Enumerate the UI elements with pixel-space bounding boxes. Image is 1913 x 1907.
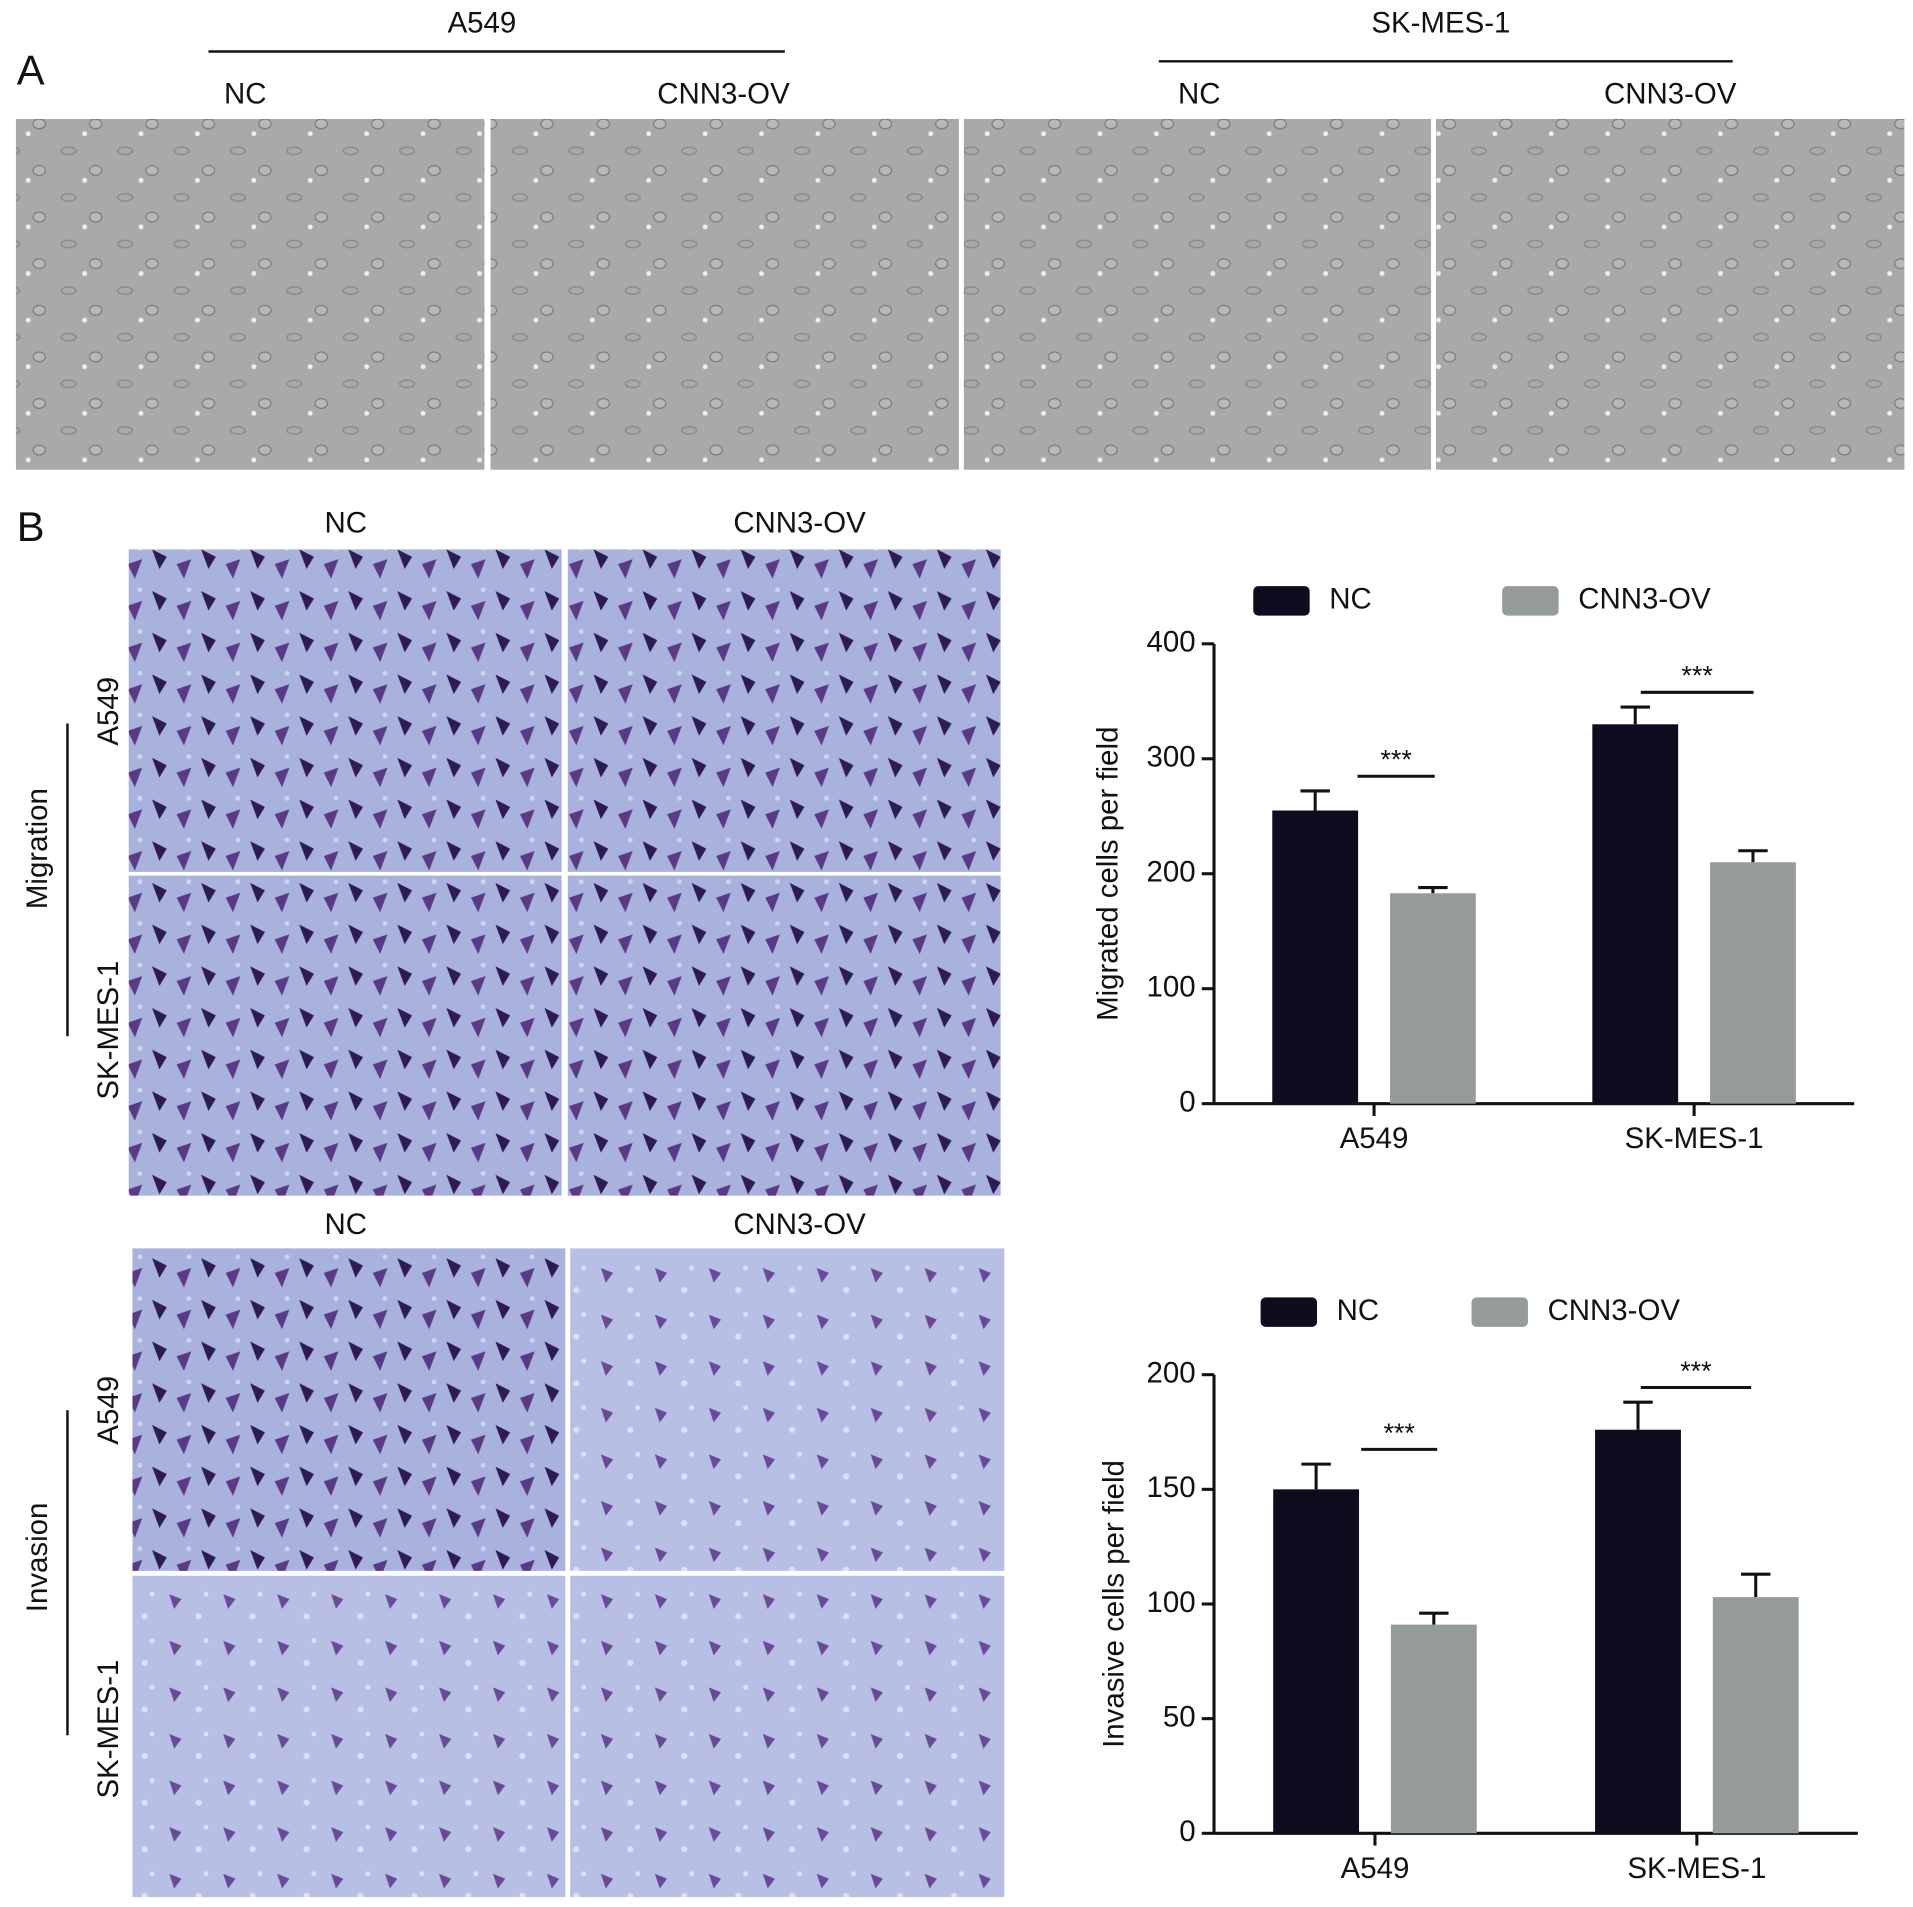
legend-swatch — [1471, 1297, 1528, 1327]
row-label: A549 — [92, 677, 125, 746]
micrograph — [570, 1575, 1005, 1898]
y-tick-label: 300 — [1147, 741, 1196, 774]
row-label: SK-MES-1 — [92, 1660, 125, 1799]
x-tick-label: SK-MES-1 — [1625, 1122, 1764, 1155]
x-tick-label: A549 — [1341, 1852, 1410, 1885]
y-axis-label: Migrated cells per field — [1092, 727, 1125, 1021]
panel-label: A — [17, 47, 45, 94]
x-tick-label: A549 — [1340, 1122, 1409, 1155]
bar — [1712, 1597, 1799, 1834]
significance-label: *** — [1380, 745, 1412, 775]
bar — [1389, 893, 1476, 1104]
assay-label: Invasion — [21, 1503, 54, 1613]
micrograph — [128, 875, 562, 1196]
y-tick-label: 200 — [1147, 856, 1196, 889]
y-tick-label: 100 — [1147, 970, 1196, 1003]
y-tick-label: 200 — [1147, 1356, 1196, 1389]
legend-label: CNN3-OV — [1548, 1294, 1681, 1327]
bar — [1390, 1624, 1477, 1834]
bar — [1273, 1489, 1360, 1834]
legend-label: NC — [1337, 1294, 1380, 1327]
legend-swatch — [1253, 586, 1310, 616]
column-label: NC — [325, 507, 367, 540]
y-tick-label: 100 — [1147, 1586, 1196, 1619]
assay-label: Migration — [21, 788, 54, 909]
y-tick-label: 0 — [1179, 1085, 1195, 1118]
legend-label: NC — [1329, 583, 1371, 616]
micrograph — [15, 118, 485, 470]
column-label: CNN3-OV — [733, 507, 866, 540]
row-label: A549 — [92, 1376, 125, 1445]
y-tick-label: 150 — [1147, 1471, 1196, 1504]
group-label: SK-MES-1 — [1371, 6, 1510, 39]
bar — [1272, 810, 1359, 1104]
legend-swatch — [1260, 1297, 1318, 1327]
y-tick-label: 0 — [1179, 1815, 1195, 1848]
significance-label: *** — [1680, 1356, 1712, 1386]
micrograph — [490, 118, 959, 470]
micrograph — [570, 1248, 1005, 1571]
legend-swatch — [1502, 586, 1559, 616]
micrograph — [963, 118, 1432, 470]
panel-label: B — [17, 503, 45, 550]
y-axis-label: Invasive cells per field — [1098, 1460, 1131, 1748]
legend-label: CNN3-OV — [1578, 583, 1711, 616]
bar — [1710, 862, 1796, 1104]
micrograph — [128, 549, 562, 872]
micrograph — [567, 875, 1001, 1196]
condition-label: CNN3-OV — [1604, 77, 1737, 110]
micrograph — [132, 1575, 566, 1898]
significance-label: *** — [1383, 1418, 1415, 1448]
condition-label: NC — [224, 77, 267, 110]
column-label: CNN3-OV — [733, 1208, 866, 1241]
significance-label: *** — [1681, 661, 1713, 691]
x-tick-label: SK-MES-1 — [1627, 1852, 1766, 1885]
condition-label: CNN3-OV — [657, 77, 790, 110]
micrograph — [132, 1248, 566, 1571]
micrograph — [1435, 118, 1905, 470]
column-label: NC — [325, 1208, 367, 1241]
y-tick-label: 50 — [1163, 1700, 1196, 1733]
bar — [1592, 724, 1679, 1104]
bar — [1595, 1429, 1681, 1834]
condition-label: NC — [1178, 77, 1221, 110]
row-label: SK-MES-1 — [92, 961, 125, 1100]
y-tick-label: 400 — [1147, 626, 1196, 659]
micrograph — [567, 549, 1001, 872]
group-label: A549 — [448, 6, 517, 39]
